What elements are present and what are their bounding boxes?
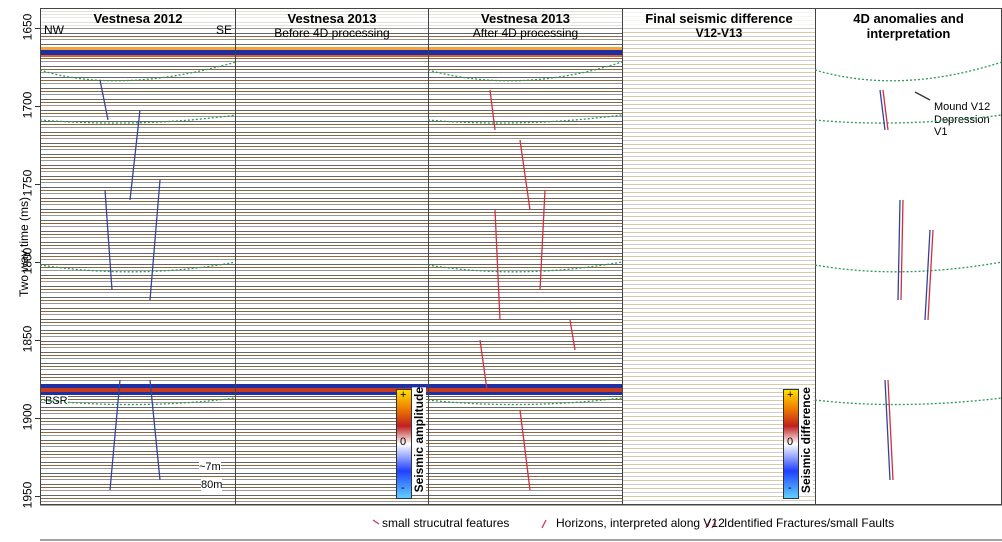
colorbar-label: + xyxy=(400,389,407,401)
panel-title: 4D anomalies and xyxy=(816,11,1001,26)
y-tick xyxy=(35,28,40,30)
annotation: BSR xyxy=(45,395,68,407)
colorbar-label: - xyxy=(788,482,792,494)
panel-subtitle: After 4D processing xyxy=(472,26,579,40)
y-tick xyxy=(35,417,40,419)
legend-entry: Identified Fractures/small Faults xyxy=(724,516,895,530)
panel: Vestnesa 2013 Before 4D processing + 0 -… xyxy=(235,8,429,505)
panel: Vestnesa 2012 NW SE BSR ~7m 80m xyxy=(40,8,236,505)
panel: 4D anomalies and interpretation Mound V1… xyxy=(815,8,1002,505)
colorbar-title: Seismic amplitude xyxy=(412,387,426,493)
y-tick xyxy=(35,495,40,497)
panel-title: Vestnesa 2013 xyxy=(429,11,622,26)
y-tick-label: 1700 xyxy=(20,91,35,119)
colorbar-label: 0 xyxy=(400,436,407,448)
y-tick-label: 1950 xyxy=(20,481,35,508)
y-tick-label: 1850 xyxy=(20,325,35,353)
panel-subtitle: interpretation xyxy=(866,26,951,41)
panel-subtitle: V12-V13 xyxy=(695,26,743,40)
panel-label: SE xyxy=(215,23,232,37)
colorbar xyxy=(783,389,799,499)
y-tick xyxy=(35,184,40,186)
annotation: Mound V12 xyxy=(934,101,991,113)
annotation: Depression V1 xyxy=(934,114,990,138)
panel-title: Vestnesa 2013 xyxy=(236,11,428,26)
colorbar-label: + xyxy=(787,389,794,401)
colorbar-label: 0 xyxy=(787,436,794,448)
panel-title: Vestnesa 2012 xyxy=(41,11,235,26)
y-tick-label: 1900 xyxy=(20,403,35,431)
colorbar-label: - xyxy=(401,482,405,494)
panel: Vestnesa 2013 After 4D processing xyxy=(428,8,623,505)
y-tick-label: 1750 xyxy=(20,169,35,197)
annotation: 80m xyxy=(201,479,223,491)
legend-entry: small strucutral features xyxy=(382,516,510,530)
panel: Final seismic difference V12-V13 + 0 - S… xyxy=(622,8,816,505)
panel-label: NW xyxy=(44,23,64,37)
panel-title: Final seismic difference xyxy=(623,11,815,26)
legend-entry: Horizons, interpreted along V12 xyxy=(556,516,725,530)
y-tick xyxy=(35,261,40,263)
colorbar xyxy=(396,389,412,499)
y-tick xyxy=(35,339,40,341)
panel-subtitle: Before 4D processing xyxy=(274,26,390,40)
y-tick xyxy=(35,106,40,108)
colorbar-title: Seismic difference xyxy=(799,387,813,494)
y-tick-label: 1800 xyxy=(20,247,35,275)
annotation: ~7m xyxy=(199,461,221,473)
y-tick-label: 1650 xyxy=(20,13,35,41)
